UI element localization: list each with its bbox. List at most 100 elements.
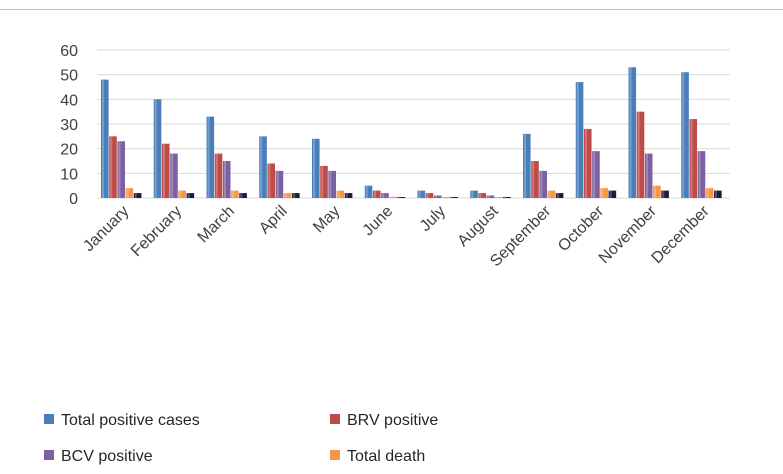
bar-highlight [162, 143, 165, 198]
bar-highlight [382, 193, 385, 198]
bar-highlight [276, 170, 279, 198]
bar [583, 128, 592, 198]
legend-swatch [330, 450, 340, 460]
bar-highlight [373, 190, 376, 198]
bar-highlight [223, 161, 226, 198]
bar-highlight [293, 193, 296, 198]
gridlines [97, 49, 730, 199]
bar-highlight [345, 193, 348, 198]
bar [389, 196, 397, 198]
legend-label: Total positive cases [61, 412, 200, 429]
bar-highlight [126, 188, 129, 198]
bar-highlight [232, 190, 235, 198]
bar [186, 193, 195, 198]
bar-highlight [443, 197, 446, 198]
bar-highlight [540, 170, 543, 198]
bar [433, 195, 442, 198]
bar-highlight [479, 193, 482, 198]
bar [133, 193, 142, 198]
bar [478, 193, 487, 198]
bar [450, 197, 458, 198]
bar-highlight [609, 190, 612, 198]
bar [628, 67, 637, 199]
bar [425, 193, 434, 198]
bar [555, 193, 564, 198]
bar-highlight [690, 119, 693, 198]
y-tick-label: 0 [69, 191, 78, 208]
bar [705, 188, 714, 198]
bar [117, 141, 125, 198]
bar [153, 99, 162, 198]
bar [267, 163, 276, 198]
bar-highlight [504, 197, 507, 198]
bar [231, 190, 239, 198]
bar [442, 197, 450, 198]
bar-highlight [682, 72, 685, 198]
bar [344, 193, 353, 198]
bar [486, 195, 495, 198]
bar-highlight [187, 193, 190, 198]
bar-highlight [434, 195, 437, 198]
bar [636, 111, 645, 198]
bar-highlight [637, 111, 640, 198]
x-tick-label: July [417, 203, 449, 235]
bar-highlight [260, 136, 263, 198]
y-tick-label: 30 [60, 117, 78, 134]
bar-highlight [645, 153, 648, 198]
y-tick-label: 20 [60, 142, 78, 159]
bar-highlight [524, 133, 526, 198]
bar [125, 188, 134, 198]
bar [547, 190, 556, 198]
bar-highlight [171, 153, 174, 198]
legend-swatch [44, 450, 54, 460]
bar-highlight [715, 190, 718, 198]
bar-highlight [365, 185, 368, 198]
bar [397, 197, 406, 198]
bar-highlight [215, 153, 218, 198]
legend-label: BCV positive [61, 448, 153, 465]
bar-highlight [154, 99, 157, 198]
bar [275, 170, 284, 198]
legend-label: Total death [347, 448, 425, 465]
bar-highlight [240, 193, 243, 198]
x-tick-label: May [310, 203, 343, 236]
legend-swatch [44, 414, 54, 424]
x-tick-label: March [195, 203, 238, 246]
bar [206, 116, 215, 198]
legend: Total positive cases BRV positive BCV posi… [44, 412, 438, 465]
legend-swatch [330, 414, 340, 424]
legend-label: BRV positive [347, 412, 438, 429]
bar-highlight [451, 197, 454, 198]
bar [259, 136, 267, 198]
bar [600, 188, 608, 198]
x-tick-label: October [555, 202, 608, 255]
bar [575, 82, 584, 198]
bar [653, 185, 661, 198]
bar [214, 153, 223, 198]
top-border [0, 9, 783, 10]
bar-highlight [706, 188, 709, 198]
bar [381, 193, 389, 198]
bar-highlight [601, 188, 604, 198]
bar-highlight [110, 136, 113, 198]
x-tick-label: January [80, 203, 132, 255]
bars [101, 67, 722, 199]
x-tick-label: August [455, 202, 503, 250]
bar [101, 79, 109, 198]
bar [364, 185, 373, 198]
bar-highlight [134, 193, 137, 198]
bar [470, 190, 478, 198]
bar [523, 133, 531, 198]
x-tick-label: December [649, 202, 714, 267]
bar [644, 153, 653, 198]
bar [222, 161, 231, 198]
x-tick-label: April [256, 203, 291, 238]
bar [417, 190, 426, 198]
bar [608, 190, 617, 198]
bar-highlight [471, 190, 474, 198]
y-tick-label: 40 [60, 92, 78, 109]
bar-highlight [390, 196, 393, 198]
y-tick-label: 10 [60, 166, 78, 183]
